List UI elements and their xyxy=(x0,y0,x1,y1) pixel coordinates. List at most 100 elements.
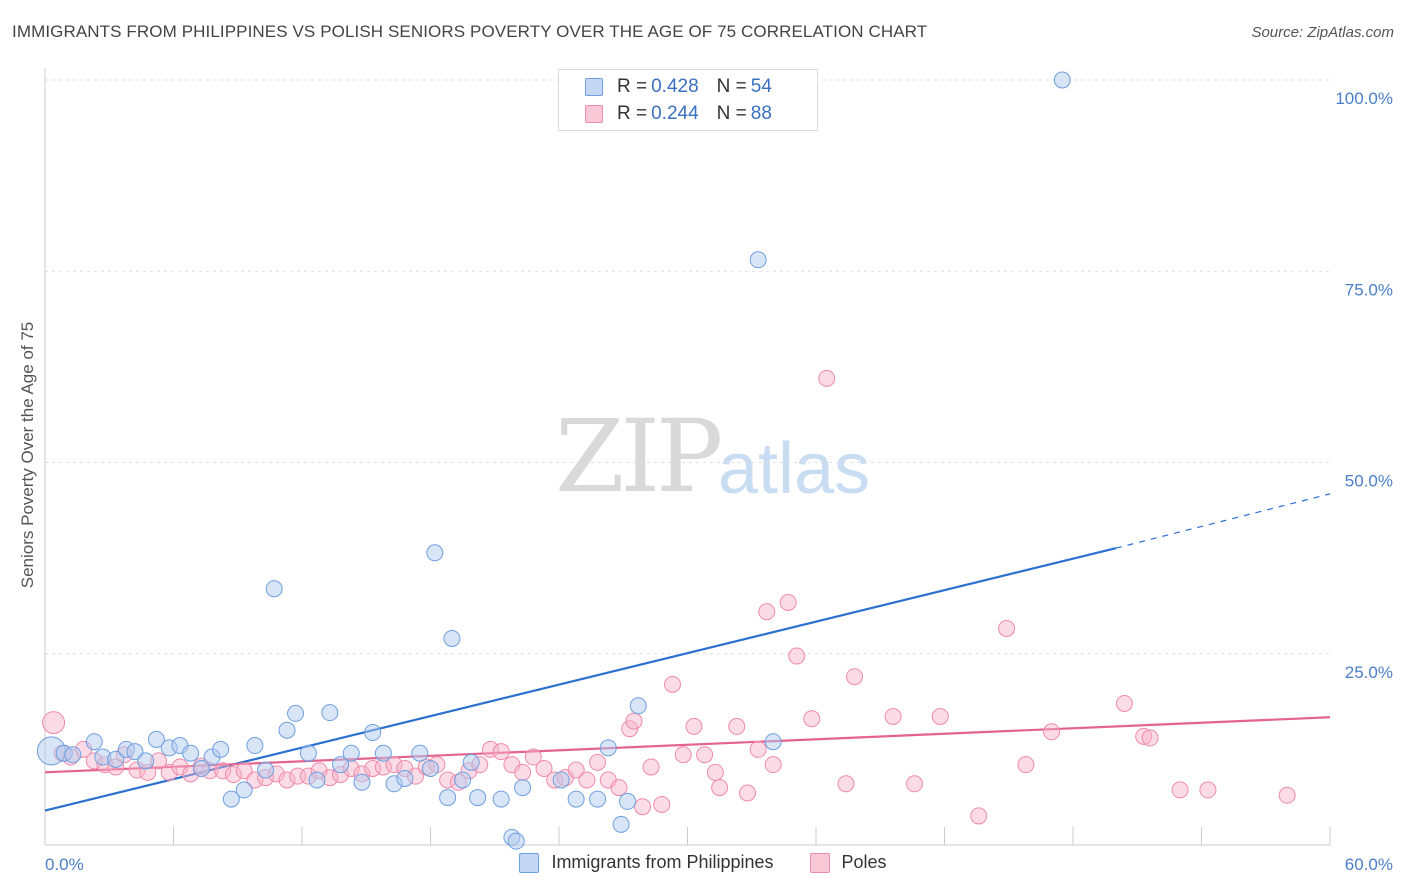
watermark-zip: ZIP xyxy=(555,398,723,515)
point-philippines xyxy=(212,740,230,758)
point-poles xyxy=(246,771,264,789)
y-tick-label: 100.0% xyxy=(1335,89,1393,108)
trend-lines xyxy=(44,493,1331,812)
point-philippines xyxy=(411,744,429,762)
point-philippines xyxy=(64,746,82,764)
point-poles xyxy=(779,593,797,611)
point-poles xyxy=(224,766,242,784)
point-poles xyxy=(214,762,232,780)
point-philippines xyxy=(462,753,480,771)
point-poles xyxy=(1115,694,1133,712)
series-poles-points xyxy=(42,369,1296,825)
point-philippines xyxy=(299,744,317,762)
point-poles xyxy=(738,784,756,802)
point-philippines xyxy=(222,790,240,808)
legend-item-poles: Poles xyxy=(809,852,887,873)
point-poles xyxy=(171,758,189,776)
tick-labels: 25.0% 50.0% 75.0% 100.0% 0.0% 60.0% xyxy=(45,89,1393,874)
point-poles xyxy=(884,707,902,725)
point-poles xyxy=(674,746,692,764)
point-poles xyxy=(803,710,821,728)
point-philippines xyxy=(257,761,275,779)
point-philippines xyxy=(764,733,782,751)
legend-swatch-poles xyxy=(585,105,603,123)
point-philippines xyxy=(589,790,607,808)
point-philippines xyxy=(332,756,350,774)
point-philippines xyxy=(321,704,339,722)
point-poles xyxy=(610,779,628,797)
point-poles xyxy=(788,647,806,665)
point-poles xyxy=(1043,723,1061,741)
point-poles xyxy=(758,603,776,621)
point-philippines xyxy=(246,737,264,755)
point-poles xyxy=(706,763,724,781)
point-poles xyxy=(653,795,671,813)
y-axis-label: Seniors Poverty Over the Age of 75 xyxy=(18,322,37,588)
point-poles xyxy=(42,711,66,735)
legend-n-value: 88 xyxy=(750,103,772,124)
point-poles xyxy=(998,620,1016,638)
y-tick-label: 75.0% xyxy=(1345,280,1393,299)
point-poles xyxy=(481,740,499,758)
watermark-atlas: atlas xyxy=(718,429,871,509)
point-philippines xyxy=(749,251,767,269)
point-poles xyxy=(524,748,542,766)
point-poles xyxy=(728,717,746,735)
legend-swatch-philippines xyxy=(519,852,540,873)
trend-line-philippines-extension xyxy=(1115,493,1331,549)
point-poles xyxy=(278,771,296,789)
point-philippines xyxy=(619,792,637,810)
point-poles xyxy=(764,756,782,774)
point-philippines xyxy=(107,750,125,768)
point-philippines xyxy=(443,629,461,647)
point-philippines xyxy=(287,704,305,722)
legend-label-philippines: Immigrants from Philippines xyxy=(551,852,774,872)
legend-n-value: 54 xyxy=(750,76,772,97)
point-philippines xyxy=(192,760,210,777)
legend-row-philippines: R = 0.428 N = 54 xyxy=(585,76,772,98)
gridlines xyxy=(45,79,1330,655)
point-philippines xyxy=(265,580,283,598)
correlation-legend: R = 0.428 N = 54 R = 0.244 N = 88 xyxy=(558,69,818,131)
point-philippines xyxy=(439,789,457,807)
point-poles xyxy=(621,720,639,738)
point-poles xyxy=(711,779,729,797)
point-philippines xyxy=(353,773,371,791)
point-poles xyxy=(696,746,714,764)
point-philippines xyxy=(374,744,392,762)
point-philippines xyxy=(552,771,570,789)
point-philippines xyxy=(396,769,414,787)
point-philippines xyxy=(514,779,532,797)
point-philippines xyxy=(147,730,165,748)
point-philippines xyxy=(422,760,439,777)
point-poles xyxy=(642,758,660,776)
point-philippines xyxy=(1053,71,1071,89)
point-poles xyxy=(1135,727,1153,745)
legend-row-poles: R = 0.244 N = 88 xyxy=(585,103,772,125)
point-philippines xyxy=(278,721,296,739)
legend-swatch-philippines xyxy=(585,78,603,96)
x-tick-label: 60.0% xyxy=(1345,855,1393,874)
point-poles xyxy=(578,771,596,789)
point-poles xyxy=(970,807,988,825)
legend-item-philippines: Immigrants from Philippines xyxy=(519,852,774,873)
point-philippines xyxy=(492,790,510,808)
trend-line-philippines xyxy=(44,547,1117,812)
point-poles xyxy=(1141,729,1159,747)
point-poles xyxy=(664,675,682,693)
trend-line-poles xyxy=(44,716,1331,774)
point-poles xyxy=(535,760,553,777)
point-poles xyxy=(385,756,403,774)
point-poles xyxy=(492,743,510,761)
point-poles xyxy=(514,763,532,781)
point-philippines xyxy=(567,790,585,808)
legend-n-label: N = xyxy=(716,103,747,124)
chart-title: IMMIGRANTS FROM PHILIPPINES VS POLISH SE… xyxy=(12,22,928,41)
point-philippines xyxy=(342,744,360,762)
point-poles xyxy=(1171,781,1189,799)
series-legend: Immigrants from Philippines Poles xyxy=(0,852,1406,873)
point-poles xyxy=(846,668,864,686)
source-label: Source: ZipAtlas.com xyxy=(1251,24,1394,41)
point-poles xyxy=(625,712,643,730)
